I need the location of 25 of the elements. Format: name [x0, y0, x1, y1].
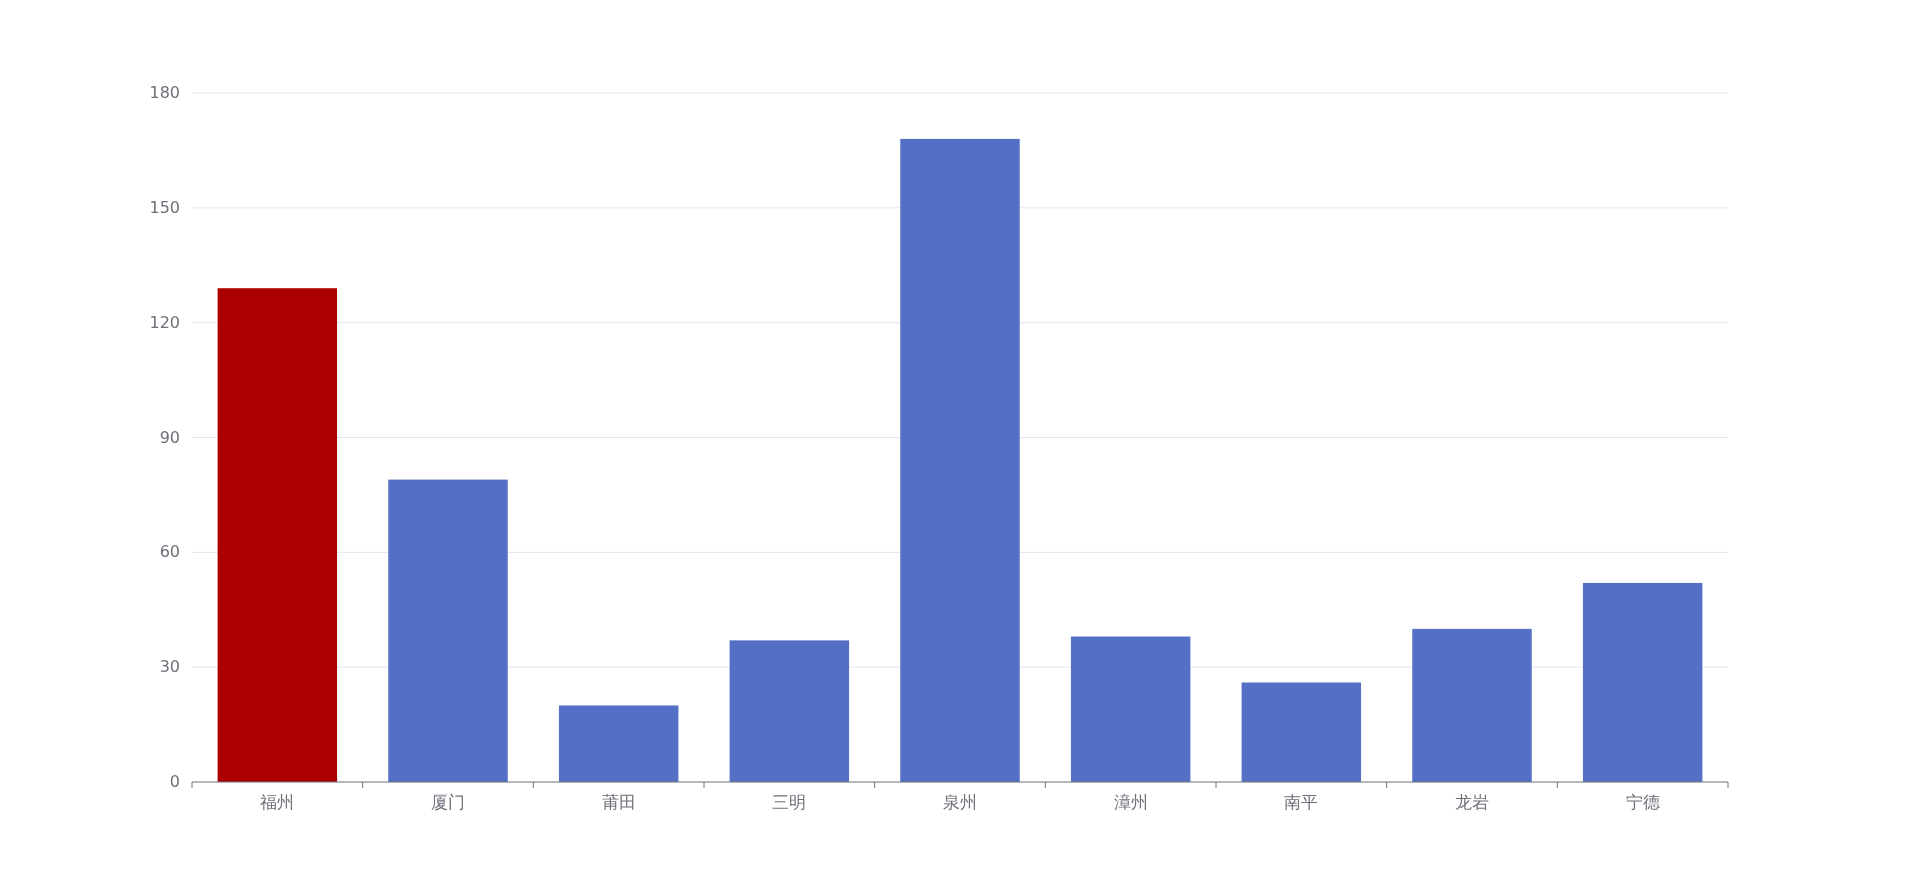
y-tick-label: 90	[159, 427, 180, 447]
y-tick-label: 180	[149, 83, 180, 102]
bar	[217, 288, 338, 782]
bar	[1582, 582, 1703, 782]
x-tick-label: 龙岩	[1455, 792, 1489, 812]
x-tick-label: 莆田	[601, 792, 636, 812]
y-tick-label: 0	[169, 772, 180, 791]
y-tick-label: 60	[159, 542, 180, 562]
y-tick-label: 30	[159, 657, 180, 677]
x-tick-label: 三明	[772, 792, 807, 812]
bar	[1412, 628, 1532, 782]
bar	[388, 479, 508, 782]
x-tick-label: 南平	[1284, 792, 1319, 812]
y-tick-label: 150	[149, 197, 180, 217]
bar	[729, 640, 850, 782]
x-tick-label: 厦门	[431, 792, 465, 812]
bar	[1070, 636, 1191, 782]
x-tick-label: 宁德	[1625, 792, 1660, 812]
y-tick-label: 120	[149, 312, 180, 332]
x-tick-label: 漳州	[1113, 792, 1148, 812]
x-tick-label: 泉州	[943, 792, 977, 812]
bar	[558, 705, 679, 782]
bar	[900, 138, 1020, 782]
bar	[1241, 682, 1362, 782]
x-tick-label: 福州	[260, 792, 295, 812]
